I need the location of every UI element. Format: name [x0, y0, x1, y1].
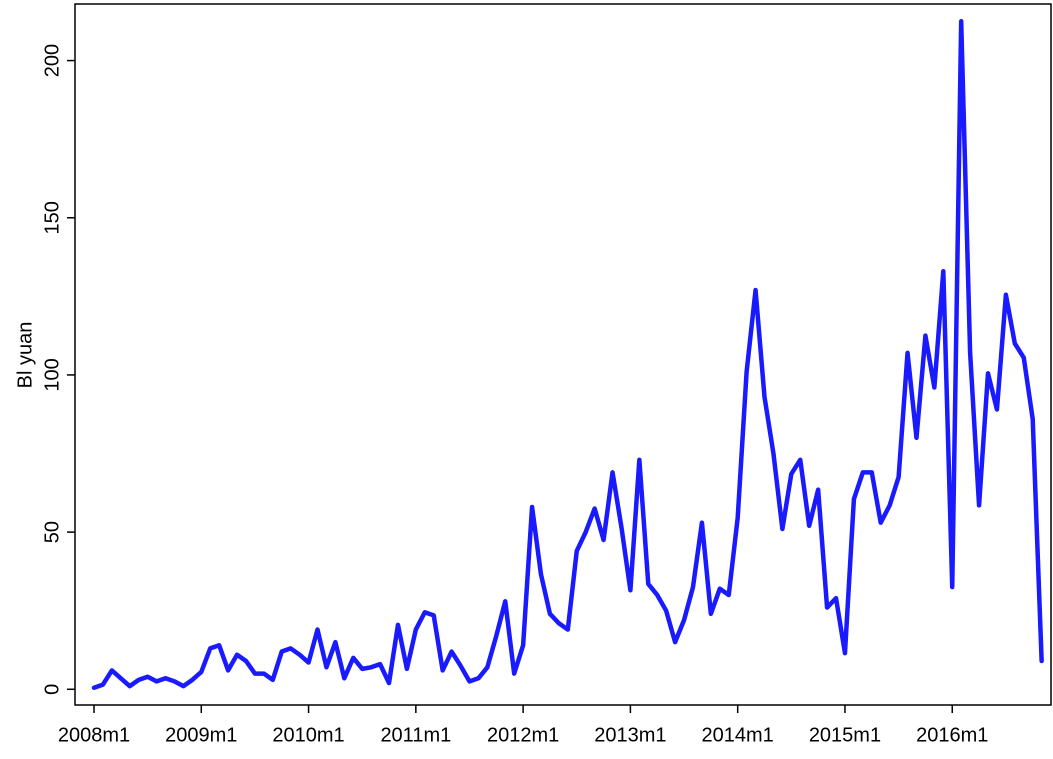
x-tick-label: 2012m1 [487, 724, 559, 746]
x-tick-label: 2009m1 [165, 724, 237, 746]
y-tick-label: 50 [41, 521, 63, 543]
x-tick-label: 2008m1 [58, 724, 130, 746]
plot-frame [74, 3, 1052, 706]
x-tick-label: 2014m1 [702, 724, 774, 746]
x-tick-label: 2013m1 [594, 724, 666, 746]
y-tick-label: 150 [41, 201, 63, 234]
data-line [91, 19, 1044, 690]
y-tick-label: 0 [41, 684, 63, 695]
y-tick-label: 100 [41, 358, 63, 391]
y-axis-label: Bl yuan [14, 322, 36, 389]
y-tick-label: 200 [41, 44, 63, 77]
x-tick-label: 2010m1 [272, 724, 344, 746]
x-tick-label: 2016m1 [916, 724, 988, 746]
x-tick-label: 2011m1 [380, 724, 451, 746]
x-tick-label: 2015m1 [809, 724, 881, 746]
